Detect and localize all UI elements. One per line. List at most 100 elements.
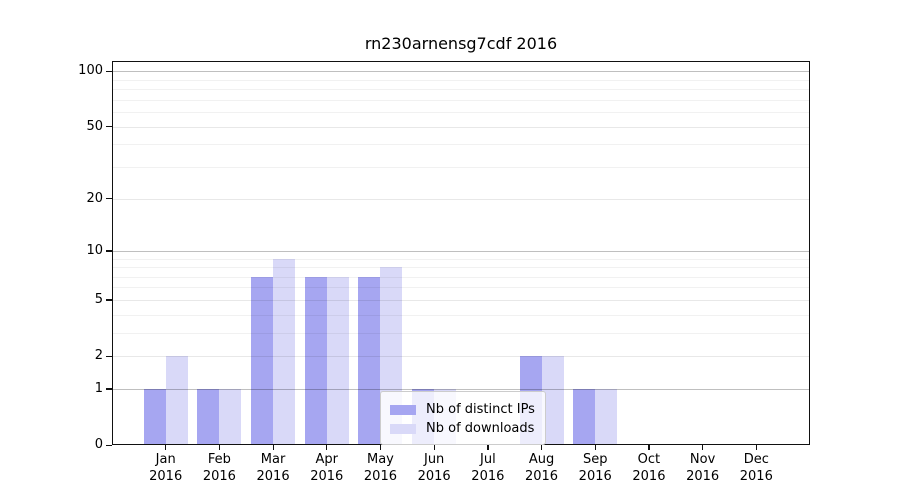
gridline-20 [112,198,810,200]
legend-swatch-downloads [390,423,416,434]
gridline-5 [112,299,810,301]
x-tick-year: 2016 [363,469,397,484]
minor-gridline [112,79,810,81]
bar-feb-ips [197,388,220,445]
x-tick-mark-may [379,445,382,450]
x-tick-month: Sep [582,452,608,467]
plot-area: Nb of distinct IPs Nb of downloads [112,61,810,445]
x-tick-month: Oct [637,452,661,467]
y-tick-label-2: 2 [94,348,103,364]
x-tick-year: 2016 [310,469,344,484]
minor-gridline [112,267,810,269]
y-tick-label-100: 100 [78,63,103,79]
x-tick-year: 2016 [739,469,773,484]
x-tick-label-mar: Mar 2016 [241,451,305,485]
legend-label-downloads: Nb of downloads [426,421,535,436]
legend-item-downloads: Nb of downloads [390,419,535,436]
x-tick-mark-aug [541,445,543,450]
bar-jan-downloads [165,356,188,445]
y-tick-label-20: 20 [86,190,103,206]
x-tick-label-may: May 2016 [348,451,412,485]
x-tick-mark-feb [218,445,221,450]
x-tick-label-sep: Sep 2016 [563,451,627,485]
x-tick-mark-dec [755,445,757,450]
minor-gridline [112,112,810,114]
bar-sep-ips [573,388,596,445]
x-tick-label-oct: Oct 2016 [617,451,681,485]
legend-label-distinct-ips: Nb of distinct IPs [426,402,535,417]
x-tick-mark-oct [648,445,650,450]
chart-title: rn230arnensg7cdf 2016 [364,34,558,53]
minor-gridline [112,314,810,316]
bar-mar-downloads [273,258,296,445]
x-tick-month: May [367,452,394,467]
y-tick-label-5: 5 [94,291,103,307]
x-tick-mark-jun [433,445,435,450]
x-tick-month: Mar [260,452,286,467]
minor-gridline [112,258,810,260]
x-tick-mark-nov [702,445,704,450]
x-tick-month: Aug [528,452,555,467]
y-tick-mark-0 [106,444,112,446]
minor-gridline [112,89,810,91]
x-tick-mark-sep [594,445,596,450]
x-tick-label-apr: Apr 2016 [295,451,359,485]
x-tick-year: 2016 [524,469,559,484]
x-tick-month: Jun [423,452,445,467]
x-tick-month: Apr [315,452,339,467]
legend: Nb of distinct IPs Nb of downloads [380,391,546,445]
y-tick-label-1: 1 [94,380,103,396]
bar-apr-ips [304,276,327,445]
minor-gridline [112,99,810,101]
minor-gridline [112,287,810,289]
x-tick-year: 2016 [256,469,290,484]
legend-item-distinct-ips: Nb of distinct IPs [390,400,535,417]
x-tick-mark-mar [272,445,274,450]
x-tick-year: 2016 [471,469,505,484]
x-tick-label-aug: Aug 2016 [510,451,574,485]
x-tick-label-jun: Jun 2016 [402,451,466,485]
y-tick-label-0: 0 [94,437,103,452]
minor-gridline [112,276,810,278]
x-tick-year: 2016 [149,469,183,484]
x-tick-label-dec: Dec 2016 [724,451,788,485]
x-tick-year: 2016 [686,469,720,484]
y-tick-mark-50 [106,126,112,128]
bar-mar-ips [251,276,274,445]
minor-gridline [112,166,810,168]
x-tick-mark-jul [487,445,489,450]
x-tick-month: Jul [480,452,496,467]
x-tick-year: 2016 [202,469,236,484]
legend-swatch-distinct-ips [390,404,416,415]
x-tick-year: 2016 [417,469,451,484]
bar-sep-downloads [595,388,618,445]
y-tick-mark-100 [106,70,112,73]
gridline-10 [112,250,810,252]
gridline-1 [112,388,810,390]
y-tick-mark-1 [106,388,112,390]
gridline-50 [112,126,810,128]
y-tick-mark-2 [106,355,112,357]
y-tick-label-10: 10 [86,242,103,258]
bar-apr-downloads [326,276,349,445]
bar-may-ips [358,276,381,445]
y-tick-mark-10 [106,250,112,252]
y-tick-label-50: 50 [86,118,103,134]
x-tick-label-jul: Jul 2016 [456,451,520,485]
x-tick-label-nov: Nov 2016 [671,451,735,485]
bar-aug-downloads [541,356,564,445]
x-tick-year: 2016 [578,469,612,484]
x-tick-mark-jan [165,445,167,450]
bar-jan-ips [143,388,166,445]
x-tick-label-feb: Feb 2016 [187,451,251,485]
y-tick-mark-5 [106,299,112,301]
minor-gridline [112,332,810,334]
x-tick-month: Jan [155,452,176,467]
gridline-100 [112,71,810,73]
x-tick-month: Feb [207,452,231,467]
x-tick-month: Nov [689,452,716,467]
minor-gridline [112,144,810,146]
x-tick-month: Dec [743,452,769,467]
x-tick-mark-apr [326,445,328,450]
